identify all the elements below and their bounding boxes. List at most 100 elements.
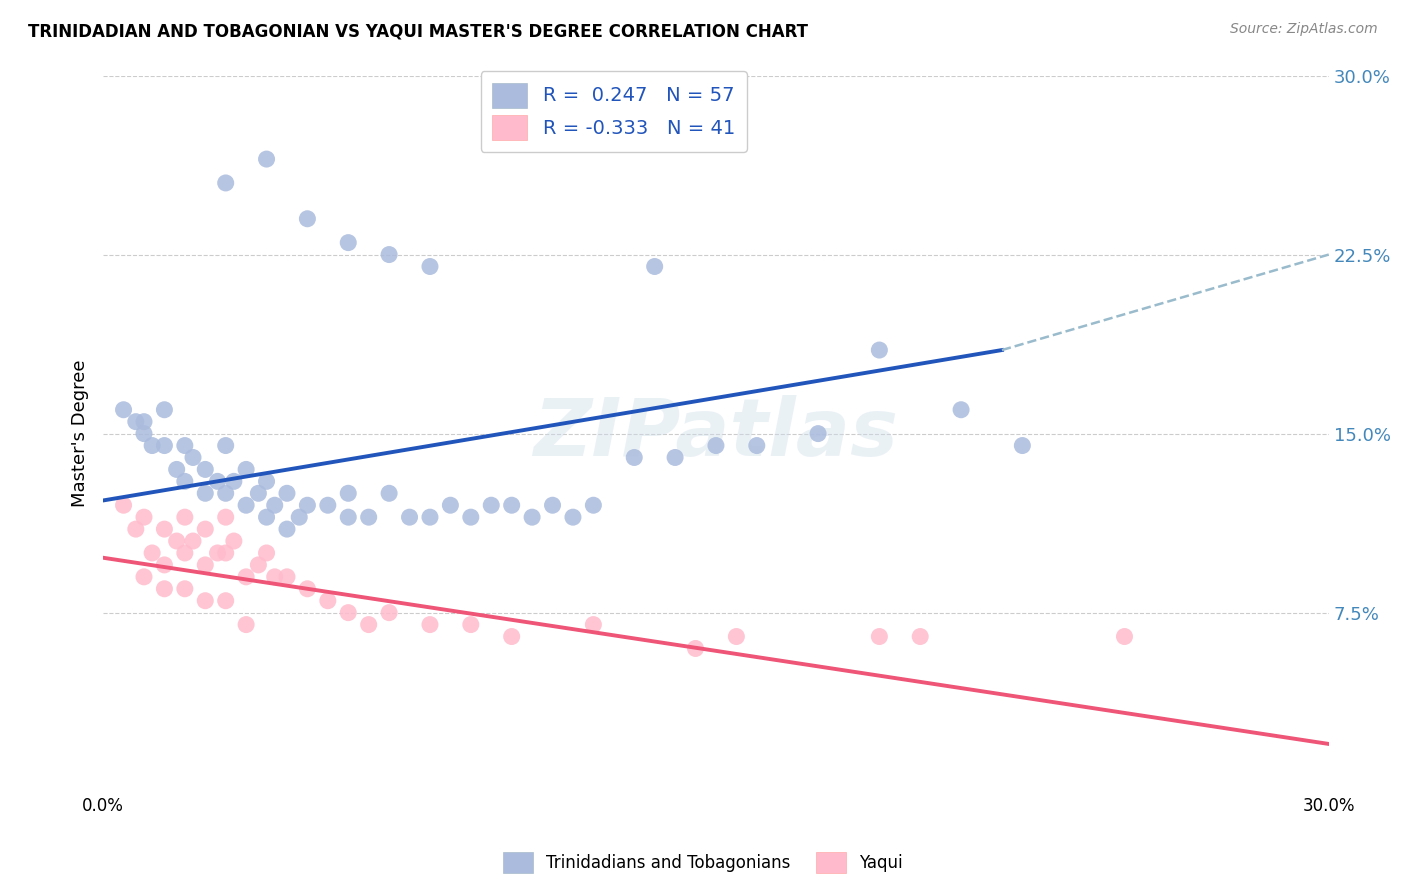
Point — [582, 617, 605, 632]
Point — [153, 438, 176, 452]
Point — [112, 498, 135, 512]
Point — [950, 402, 973, 417]
Point — [194, 558, 217, 572]
Point — [501, 498, 523, 512]
Point — [153, 402, 176, 417]
Point — [166, 534, 188, 549]
Point — [153, 558, 176, 572]
Point — [562, 510, 585, 524]
Point — [194, 486, 217, 500]
Point — [125, 415, 148, 429]
Text: TRINIDADIAN AND TOBAGONIAN VS YAQUI MASTER'S DEGREE CORRELATION CHART: TRINIDADIAN AND TOBAGONIAN VS YAQUI MAST… — [28, 22, 808, 40]
Point — [207, 475, 229, 489]
Point — [263, 570, 285, 584]
Point — [1011, 438, 1033, 452]
Point — [419, 260, 441, 274]
Point — [316, 498, 339, 512]
Point — [316, 593, 339, 607]
Point — [153, 582, 176, 596]
Point — [256, 510, 278, 524]
Point — [194, 522, 217, 536]
Point — [256, 152, 278, 166]
Point — [1114, 630, 1136, 644]
Point — [256, 546, 278, 560]
Point — [207, 546, 229, 560]
Point — [276, 570, 298, 584]
Point — [132, 570, 155, 584]
Point — [256, 475, 278, 489]
Point — [582, 498, 605, 512]
Point — [215, 176, 238, 190]
Point — [297, 498, 319, 512]
Point — [235, 617, 257, 632]
Point — [132, 415, 155, 429]
Point — [235, 498, 257, 512]
Point — [664, 450, 686, 465]
Point — [807, 426, 830, 441]
Point — [378, 486, 401, 500]
Point — [173, 582, 195, 596]
Point — [276, 486, 298, 500]
Point — [181, 450, 204, 465]
Point — [141, 546, 163, 560]
Point — [263, 498, 285, 512]
Point — [215, 438, 238, 452]
Point — [623, 450, 645, 465]
Point — [222, 475, 245, 489]
Point — [357, 617, 380, 632]
Y-axis label: Master's Degree: Master's Degree — [72, 359, 89, 508]
Point — [398, 510, 420, 524]
Point — [194, 462, 217, 476]
Point — [460, 510, 482, 524]
Point — [297, 582, 319, 596]
Point — [908, 630, 931, 644]
Point — [419, 617, 441, 632]
Point — [235, 570, 257, 584]
Point — [439, 498, 461, 512]
Point — [378, 247, 401, 261]
Point — [153, 522, 176, 536]
Point — [132, 510, 155, 524]
Point — [337, 606, 360, 620]
Point — [460, 617, 482, 632]
Point — [479, 498, 502, 512]
Point — [173, 510, 195, 524]
Legend: Trinidadians and Tobagonians, Yaqui: Trinidadians and Tobagonians, Yaqui — [496, 846, 910, 880]
Point — [868, 630, 890, 644]
Point — [215, 593, 238, 607]
Point — [378, 606, 401, 620]
Point — [704, 438, 727, 452]
Point — [276, 522, 298, 536]
Point — [215, 486, 238, 500]
Point — [112, 402, 135, 417]
Point — [337, 486, 360, 500]
Point — [215, 546, 238, 560]
Legend: R =  0.247   N = 57, R = -0.333   N = 41: R = 0.247 N = 57, R = -0.333 N = 41 — [481, 71, 747, 152]
Point — [357, 510, 380, 524]
Point — [685, 641, 707, 656]
Point — [173, 546, 195, 560]
Point — [132, 426, 155, 441]
Point — [644, 260, 666, 274]
Point — [215, 510, 238, 524]
Point — [125, 522, 148, 536]
Point — [419, 510, 441, 524]
Point — [181, 534, 204, 549]
Point — [166, 462, 188, 476]
Point — [141, 438, 163, 452]
Point — [297, 211, 319, 226]
Point — [337, 510, 360, 524]
Point — [501, 630, 523, 644]
Point — [235, 462, 257, 476]
Point — [247, 558, 270, 572]
Point — [173, 475, 195, 489]
Point — [247, 486, 270, 500]
Point — [868, 343, 890, 357]
Text: Source: ZipAtlas.com: Source: ZipAtlas.com — [1230, 22, 1378, 37]
Point — [520, 510, 543, 524]
Point — [173, 438, 195, 452]
Point — [541, 498, 564, 512]
Text: ZIPatlas: ZIPatlas — [533, 394, 898, 473]
Point — [337, 235, 360, 250]
Point — [194, 593, 217, 607]
